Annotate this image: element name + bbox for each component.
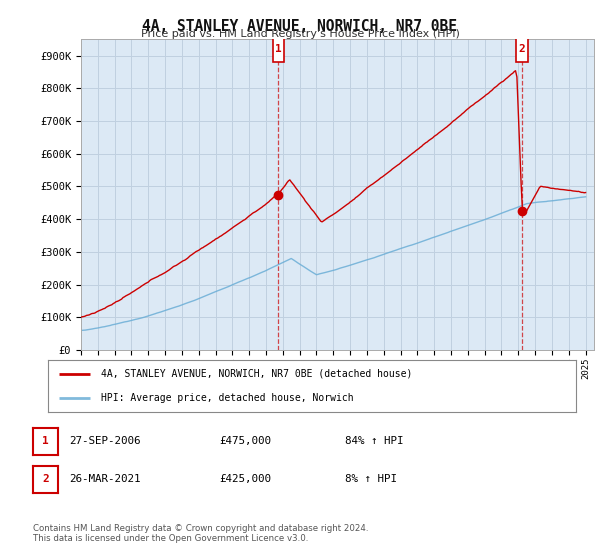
Text: 2: 2: [519, 44, 526, 54]
Text: £425,000: £425,000: [219, 474, 271, 484]
Text: 27-SEP-2006: 27-SEP-2006: [69, 436, 140, 446]
Text: 84% ↑ HPI: 84% ↑ HPI: [345, 436, 404, 446]
Text: £475,000: £475,000: [219, 436, 271, 446]
FancyBboxPatch shape: [272, 35, 284, 62]
Text: 2: 2: [42, 474, 49, 484]
Text: 1: 1: [275, 44, 282, 54]
Text: Price paid vs. HM Land Registry's House Price Index (HPI): Price paid vs. HM Land Registry's House …: [140, 29, 460, 39]
Text: HPI: Average price, detached house, Norwich: HPI: Average price, detached house, Norw…: [101, 393, 353, 403]
Text: 8% ↑ HPI: 8% ↑ HPI: [345, 474, 397, 484]
FancyBboxPatch shape: [516, 35, 528, 62]
Text: 1: 1: [42, 436, 49, 446]
Text: 4A, STANLEY AVENUE, NORWICH, NR7 0BE: 4A, STANLEY AVENUE, NORWICH, NR7 0BE: [143, 19, 458, 34]
Text: Contains HM Land Registry data © Crown copyright and database right 2024.
This d: Contains HM Land Registry data © Crown c…: [33, 524, 368, 543]
Text: 4A, STANLEY AVENUE, NORWICH, NR7 0BE (detached house): 4A, STANLEY AVENUE, NORWICH, NR7 0BE (de…: [101, 368, 412, 379]
Text: 26-MAR-2021: 26-MAR-2021: [69, 474, 140, 484]
